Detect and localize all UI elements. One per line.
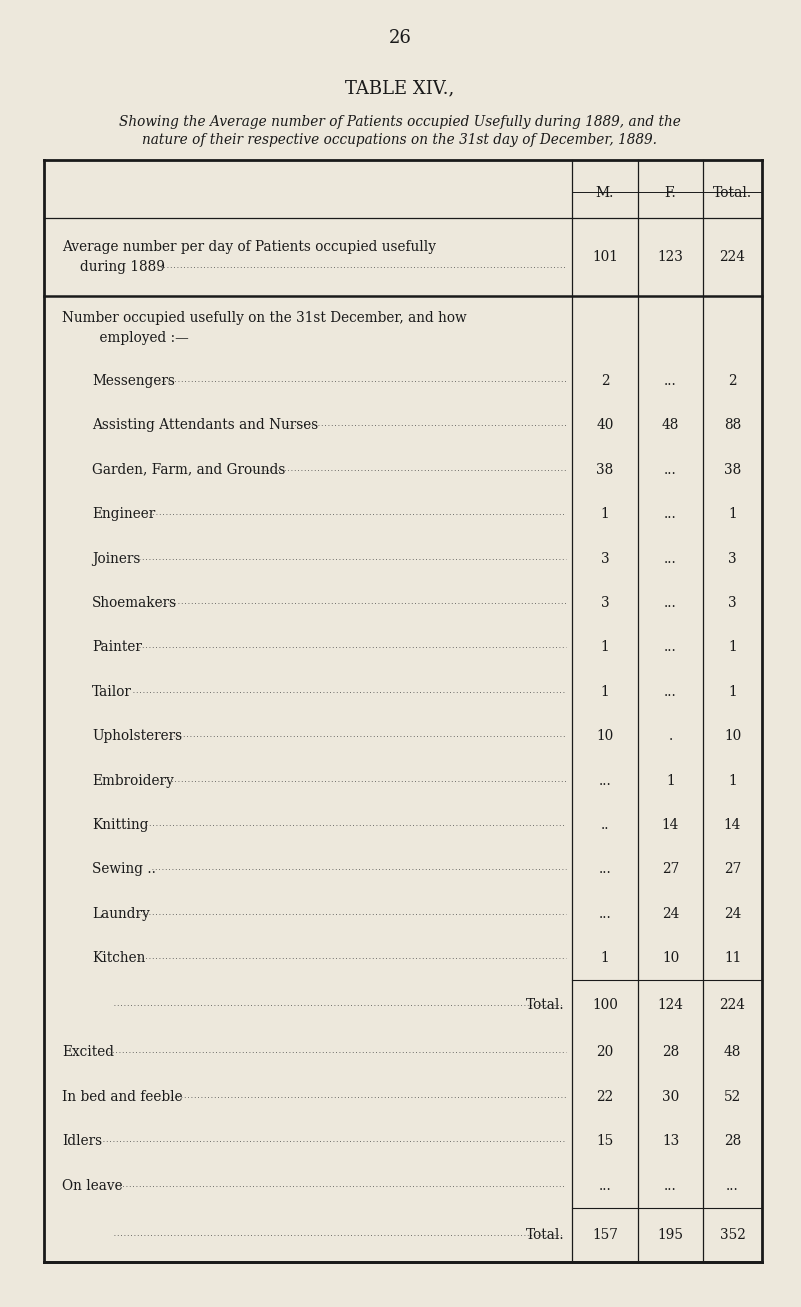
Text: Upholsterers: Upholsterers [92,729,182,744]
Text: ...: ... [664,507,677,521]
Text: 10: 10 [597,729,614,744]
Text: 157: 157 [592,1227,618,1242]
Text: 3: 3 [728,596,737,610]
Text: 352: 352 [719,1227,746,1242]
Text: Idlers: Idlers [62,1134,102,1149]
Text: Assisting Attendants and Nurses: Assisting Attendants and Nurses [92,418,318,433]
Text: Garden, Farm, and Grounds: Garden, Farm, and Grounds [92,463,285,477]
Text: 26: 26 [388,29,412,47]
Text: Total.: Total. [525,1227,564,1242]
Text: 24: 24 [724,907,741,921]
Text: 15: 15 [597,1134,614,1149]
Text: ...: ... [664,552,677,566]
Text: ...: ... [598,1179,611,1193]
Text: Painter: Painter [92,640,142,655]
Text: 27: 27 [724,863,741,877]
Text: 40: 40 [596,418,614,433]
Text: employed :—: employed :— [82,332,189,345]
Text: ...: ... [664,596,677,610]
Text: 28: 28 [724,1134,741,1149]
Text: TABLE XIV.,: TABLE XIV., [345,78,455,97]
Text: Laundry: Laundry [92,907,150,921]
Text: Sewing ..: Sewing .. [92,863,156,877]
Text: 3: 3 [601,596,610,610]
Text: Total.: Total. [713,186,752,200]
Text: 38: 38 [597,463,614,477]
Text: Showing the Average number of Patients occupied Usefully during 1889, and the: Showing the Average number of Patients o… [119,115,681,129]
Text: 3: 3 [728,552,737,566]
Text: 10: 10 [662,951,679,966]
Text: 48: 48 [724,1046,741,1060]
Text: 1: 1 [728,774,737,788]
Text: Messengers: Messengers [92,374,175,388]
Text: 2: 2 [728,374,737,388]
Text: Total.: Total. [525,999,564,1013]
Text: ...: ... [664,374,677,388]
Text: 10: 10 [724,729,741,744]
Text: 3: 3 [601,552,610,566]
Text: 1: 1 [666,774,674,788]
Text: 88: 88 [724,418,741,433]
Text: 101: 101 [592,250,618,264]
Text: .: . [668,729,673,744]
Text: ...: ... [598,863,611,877]
Text: 195: 195 [658,1227,683,1242]
Text: 28: 28 [662,1046,679,1060]
Text: 1: 1 [601,507,610,521]
Text: 14: 14 [662,818,679,833]
Text: 1: 1 [728,507,737,521]
Text: Shoemakers: Shoemakers [92,596,177,610]
Text: 1: 1 [728,640,737,655]
Text: 1: 1 [601,640,610,655]
Text: 27: 27 [662,863,679,877]
Text: 30: 30 [662,1090,679,1104]
Text: 14: 14 [724,818,741,833]
Text: Embroidery: Embroidery [92,774,174,788]
Text: 1: 1 [601,951,610,966]
Text: 52: 52 [724,1090,741,1104]
Text: ...: ... [664,1179,677,1193]
Text: 38: 38 [724,463,741,477]
Text: ...: ... [598,774,611,788]
Text: 123: 123 [658,250,683,264]
Text: during 1889: during 1889 [80,260,165,274]
Text: 124: 124 [658,999,683,1013]
Text: M.: M. [596,186,614,200]
Text: Tailor: Tailor [92,685,132,699]
Text: 2: 2 [601,374,610,388]
Text: 22: 22 [597,1090,614,1104]
Text: Excited: Excited [62,1046,114,1060]
Text: Number occupied usefully on the 31st December, and how: Number occupied usefully on the 31st Dec… [62,311,467,325]
Text: nature of their respective occupations on the 31st day of December, 1889.: nature of their respective occupations o… [143,133,658,146]
Text: 11: 11 [724,951,741,966]
Text: ...: ... [598,907,611,921]
Text: On leave: On leave [62,1179,123,1193]
Text: ...: ... [664,463,677,477]
Text: 24: 24 [662,907,679,921]
Text: 224: 224 [719,999,746,1013]
Text: 1: 1 [601,685,610,699]
Text: Average number per day of Patients occupied usefully: Average number per day of Patients occup… [62,240,436,254]
Text: Knitting: Knitting [92,818,148,833]
Text: 1: 1 [728,685,737,699]
Text: Kitchen: Kitchen [92,951,145,966]
Text: 20: 20 [597,1046,614,1060]
Text: 224: 224 [719,250,746,264]
Text: ..: .. [601,818,610,833]
Text: 100: 100 [592,999,618,1013]
Text: In bed and feeble: In bed and feeble [62,1090,183,1104]
Text: ...: ... [727,1179,739,1193]
Text: 13: 13 [662,1134,679,1149]
Text: ...: ... [664,685,677,699]
Text: ...: ... [664,640,677,655]
Text: Joiners: Joiners [92,552,140,566]
Text: Engineer: Engineer [92,507,155,521]
Text: 48: 48 [662,418,679,433]
Text: F.: F. [665,186,676,200]
